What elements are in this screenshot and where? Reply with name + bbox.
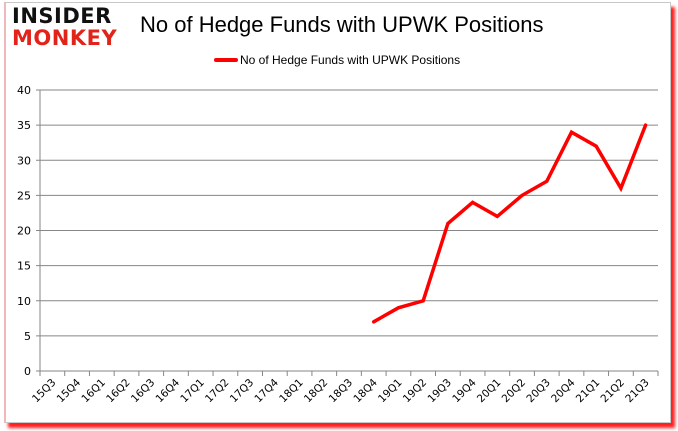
x-tick-label: 21Q3 bbox=[623, 377, 652, 406]
x-tick-label: 20Q1 bbox=[475, 377, 504, 406]
insider-monkey-logo: INSIDER MONKEY bbox=[12, 6, 117, 49]
x-tick-label: 16Q3 bbox=[129, 377, 158, 406]
y-tick-label: 30 bbox=[17, 154, 31, 167]
x-tick-label: 18Q2 bbox=[302, 377, 331, 406]
series-line bbox=[371, 123, 648, 324]
y-axis: 0 5 10 15 20 25 30 35 40 bbox=[17, 84, 41, 378]
x-tick-label: 20Q4 bbox=[549, 376, 578, 405]
logo-line-1: INSIDER bbox=[12, 4, 112, 28]
x-tick-label: 21Q2 bbox=[599, 377, 628, 406]
x-tick-label: 16Q4 bbox=[154, 376, 183, 405]
x-tick-label: 16Q2 bbox=[104, 377, 133, 406]
x-tick-label: 19Q2 bbox=[401, 377, 430, 406]
x-tick-label: 15Q3 bbox=[30, 377, 59, 406]
x-tick-label: 20Q2 bbox=[500, 377, 529, 406]
y-tick-label: 40 bbox=[17, 84, 31, 97]
x-tick-label: 19Q4 bbox=[450, 376, 479, 405]
y-tick-label: 0 bbox=[24, 365, 31, 378]
logo-line-2: MONKEY bbox=[12, 26, 118, 50]
x-axis: 15Q315Q416Q116Q216Q316Q417Q117Q217Q317Q4… bbox=[30, 370, 659, 406]
gridlines bbox=[40, 89, 658, 337]
x-tick-label: 18Q1 bbox=[277, 377, 306, 406]
y-tick-label: 35 bbox=[17, 119, 31, 132]
chart-title: No of Hedge Funds with UPWK Positions bbox=[140, 12, 544, 37]
x-tick-label: 17Q4 bbox=[252, 376, 281, 405]
y-tick-label: 25 bbox=[17, 189, 31, 202]
x-tick-label: 18Q4 bbox=[351, 376, 380, 405]
legend-label: No of Hedge Funds with UPWK Positions bbox=[240, 53, 461, 67]
legend-line-swatch-icon bbox=[214, 58, 238, 62]
x-tick-label: 17Q1 bbox=[178, 377, 207, 406]
y-tick-label: 15 bbox=[17, 260, 31, 273]
x-tick-label: 17Q2 bbox=[203, 377, 232, 406]
x-tick-label: 18Q3 bbox=[327, 377, 356, 406]
x-tick-label: 19Q1 bbox=[376, 377, 405, 406]
data-series bbox=[371, 123, 648, 324]
y-tick-label: 10 bbox=[17, 295, 31, 308]
x-tick-label: 16Q1 bbox=[79, 377, 108, 406]
y-tick-label: 5 bbox=[24, 330, 31, 343]
x-tick-label: 20Q3 bbox=[524, 377, 553, 406]
x-tick-label: 19Q3 bbox=[425, 377, 454, 406]
chart-frame bbox=[4, 2, 671, 423]
y-tick-label: 20 bbox=[17, 225, 31, 238]
x-tick-label: 17Q3 bbox=[228, 377, 257, 406]
x-tick-label: 15Q4 bbox=[55, 376, 84, 405]
chart-legend: No of Hedge Funds with UPWK Positions bbox=[214, 53, 460, 67]
x-tick-label: 21Q1 bbox=[574, 377, 603, 406]
